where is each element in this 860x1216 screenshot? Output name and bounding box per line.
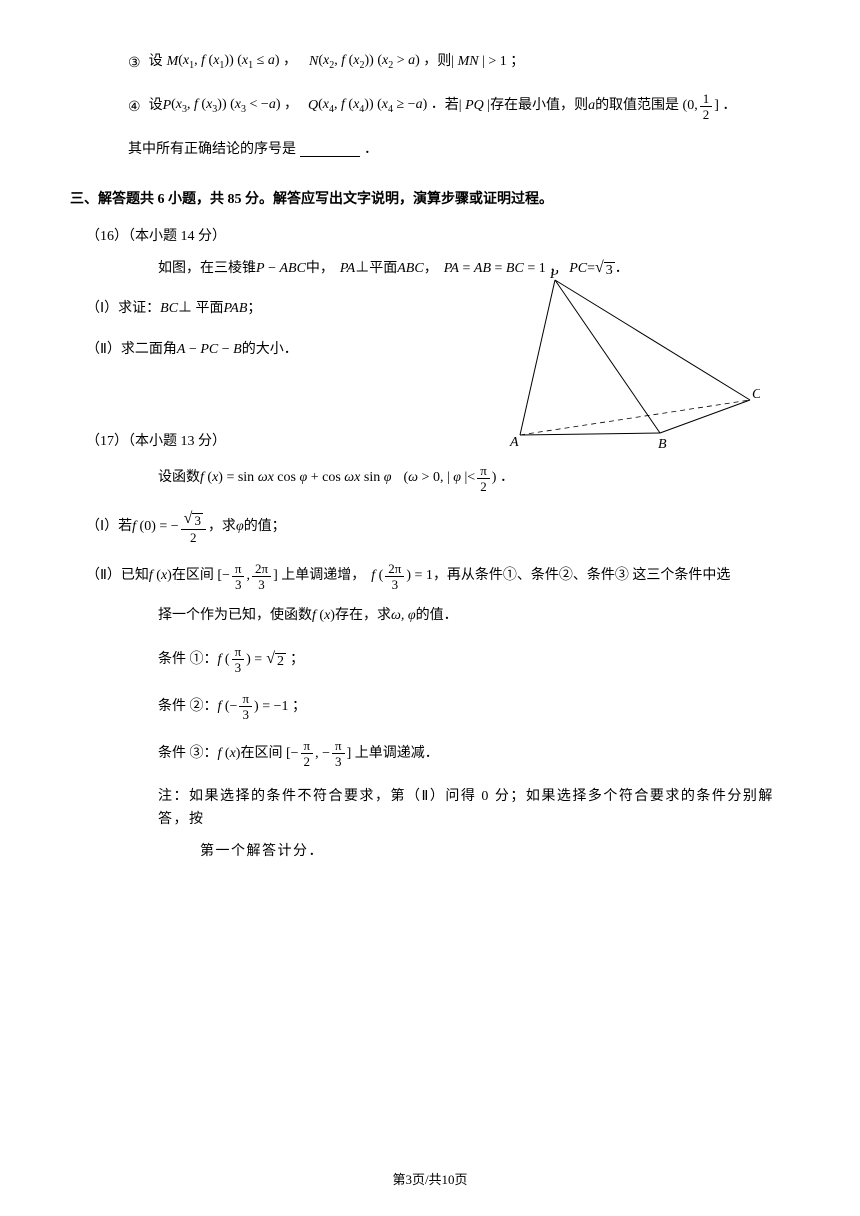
if: 若: [445, 95, 459, 117]
section-3-title: 三、解答题共 6 小题，共 85 分。解答应写出文字说明，演算步骤或证明过程。: [70, 189, 790, 211]
expr2: (x2, f (x2)) (x2 > a) ，: [318, 50, 437, 74]
var-N: N: [309, 51, 318, 73]
fig-A: A: [509, 435, 519, 450]
q17-cond1: 条件 ①： f ( π3 ) = √2 ；: [70, 645, 790, 674]
q17-stem: 设函数 f (x) = sin ωx cos φ + cos ωx sin φ …: [70, 464, 790, 493]
fx3: f (x): [312, 605, 335, 627]
c1m: f (: [218, 649, 230, 671]
q16-figure: P A B C: [500, 270, 760, 458]
concl-end: ．: [364, 139, 378, 161]
expr3: (x3, f (x3)) (x3 < −a) ，: [171, 94, 298, 118]
q17-fx: f (x) = sin ωx cos φ + cos ωx sin φ: [200, 467, 391, 489]
concl-text: 其中所有正确结论的序号是: [128, 139, 296, 161]
fig-P: P: [549, 270, 559, 282]
expr1: (x1, f (x1)) (x1 ≤ a) ，: [178, 50, 297, 74]
c2m: f (−: [218, 696, 238, 718]
q16-label: （16）（本小题 14 分）: [70, 226, 790, 248]
range-suf: ] ．: [714, 95, 736, 117]
text: 设: [149, 95, 163, 117]
q17-p2-cont: 择一个作为已知，使函数 f (x) 存在，求 ω, φ 的值．: [70, 605, 790, 627]
item-4: ④ 设 P (x3, f (x3)) (x3 < −a) ， Q (x4, f …: [70, 92, 790, 121]
frac-half: 12: [700, 92, 713, 121]
fig-B: B: [658, 437, 667, 450]
abc: ABC: [397, 258, 423, 280]
dihedral: A − PC − B: [177, 339, 242, 361]
q17-note1: 注：如果选择的条件不符合要求，第（Ⅱ）问得 0 分；如果选择多个符合要求的条件分…: [70, 786, 790, 831]
var-Q: Q: [308, 95, 318, 117]
f0: f (0) = −: [132, 516, 179, 538]
frac-2pi3b: 2π3: [385, 562, 404, 591]
expr4: (x4, f (x4)) (x4 ≥ −a) ．: [318, 94, 445, 118]
then: 则: [437, 51, 451, 73]
q17-cond: (ω > 0, | φ |<: [403, 467, 475, 489]
text: 设: [149, 51, 163, 73]
pab: PAB: [224, 298, 248, 320]
tetrahedron-svg: P A B C: [500, 270, 760, 450]
frac-pi3c: π3: [239, 692, 252, 721]
frac-pi2b: π2: [301, 739, 314, 768]
blank-answer[interactable]: [300, 143, 360, 157]
var-P: P: [163, 95, 172, 117]
frac-2pi3a: 2π3: [252, 562, 271, 591]
q17-cond2: 条件 ②： f (− π3 ) = −1 ；: [70, 692, 790, 721]
q17-note2: 第一个解答计分．: [70, 841, 790, 863]
fig-C: C: [752, 387, 760, 402]
fx2: f (x): [149, 565, 172, 587]
c3m: f (x): [218, 743, 241, 765]
then: 则: [574, 95, 588, 117]
var-a: a: [588, 95, 595, 117]
ineq: | MN | > 1 ；: [451, 51, 524, 73]
conclusion-line: 其中所有正确结论的序号是 ．: [70, 139, 790, 161]
frac-pi3a: π3: [232, 562, 245, 591]
frac-sqrt3-2: √3 2: [181, 511, 206, 544]
mid: 存在最小值，: [490, 95, 574, 117]
sqrt2: √2: [266, 651, 286, 669]
q17-p1: （Ⅰ）若 f (0) = − √3 2 ，求 φ 的值；: [70, 511, 790, 544]
pq: | PQ |: [459, 95, 490, 117]
frac-pi3d: π3: [332, 739, 345, 768]
var-M: M: [167, 51, 179, 73]
frac-pi3b: π3: [232, 645, 245, 674]
q17-cond3: 条件 ③： f (x) 在区间 [− π2 , − π3 ] 上单调递减．: [70, 739, 790, 768]
expr-pabc: P − ABC: [256, 258, 306, 280]
item4-label: ④: [128, 95, 141, 117]
frac-pi2: π2: [477, 464, 490, 493]
item-3: ③ 设 M (x1, f (x1)) (x1 ≤ a) ， N (x2, f (…: [70, 50, 790, 74]
f2pi3: f (: [371, 565, 383, 587]
page-number: 第3页/共10页: [0, 1170, 860, 1191]
range-pre: 的取值范围是 (0,: [595, 95, 698, 117]
item3-label: ③: [128, 51, 141, 73]
q17-p2: （Ⅱ）已知 f (x) 在区间 [− π3 , 2π3 ] 上单调递增， f (…: [70, 562, 790, 591]
